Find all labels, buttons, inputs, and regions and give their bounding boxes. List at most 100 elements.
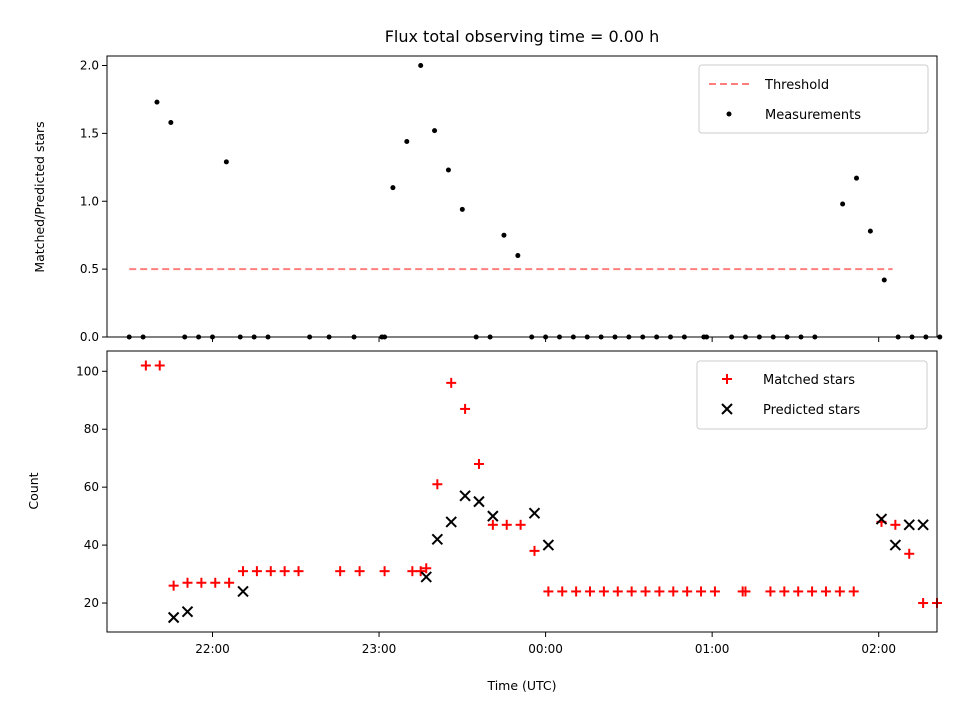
bottom-legend: Matched stars Predicted stars (696, 360, 928, 430)
measurement-point (390, 185, 396, 191)
bottom-y-tick-label: 100 (76, 364, 99, 378)
predicted-star-point (473, 495, 485, 508)
bottom-axes: 20 40 60 80 100 22:00 23:00 00:00 01:00 02:00 Cou… (26, 350, 942, 693)
measurement-point (501, 232, 507, 238)
measurement-point (168, 120, 174, 126)
legend-predicted-swatch (721, 403, 733, 415)
legend-measurements-swatch (726, 111, 732, 117)
bottom-y-axis-label: Count (26, 472, 41, 509)
matched-star-point (807, 586, 818, 597)
matched-star-point (210, 577, 221, 588)
matched-star-point (793, 586, 804, 597)
predicted-star-point (917, 519, 929, 531)
matched-star-point (196, 577, 207, 588)
matched-star-point (421, 563, 432, 574)
measurement-point (418, 63, 424, 68)
bottom-y-tick-label: 80 (84, 422, 99, 436)
measurement-point (881, 277, 887, 283)
matched-star-point (501, 519, 512, 530)
bottom-y-tick-label: 40 (84, 538, 99, 552)
predicted-star-point (431, 533, 444, 546)
matched-star-point (446, 377, 457, 388)
x-axis-label: Time (UTC) (486, 678, 556, 693)
legend-label: Matched stars (763, 373, 855, 388)
matched-star-point (890, 519, 901, 530)
matched-star-point (612, 586, 623, 597)
matched-star-point (154, 360, 165, 371)
measurement-point (432, 128, 438, 134)
measurement-point (867, 228, 873, 234)
bottom-y-tick-label: 20 (84, 596, 99, 610)
top-legend-box (698, 64, 929, 134)
matched-star-point (585, 586, 596, 597)
matched-star-point (696, 586, 707, 597)
measurement-point (445, 167, 451, 173)
measurement-point (937, 334, 943, 340)
x-tick-label: 01:00 (695, 642, 730, 656)
matched-star-point (543, 586, 554, 597)
matched-star-point (279, 566, 290, 577)
top-axes: 0.00.51.01.52.0 Matched/Predicted stars … (32, 55, 943, 344)
matched-star-point (432, 479, 443, 490)
predicted-star-point (181, 606, 194, 618)
x-tick-label: 23:00 (362, 642, 397, 656)
matched-star-point (460, 403, 471, 414)
matched-star-point (515, 519, 526, 530)
matched-star-point (335, 566, 346, 577)
top-y-tick-label: 0.0 (80, 330, 99, 344)
top-axes-frame (106, 55, 938, 338)
measurement-point (840, 201, 846, 207)
matched-star-point (598, 586, 609, 597)
top-legend: Threshold Measurements (698, 64, 929, 134)
chart-title: Flux total observing time = 0.00 h (385, 27, 660, 46)
matched-star-point (265, 566, 276, 577)
matched-star-point (848, 586, 859, 597)
matched-star-point (354, 566, 365, 577)
matched-star-point (293, 566, 304, 577)
x-tick-label: 22:00 (195, 642, 230, 656)
legend-label: Measurements (765, 108, 861, 123)
matched-star-point (682, 586, 693, 597)
top-y-tick-label: 1.5 (80, 126, 99, 140)
matched-star-point (140, 360, 151, 371)
top-y-tick-label: 2.0 (80, 59, 99, 73)
legend-label: Threshold (764, 78, 829, 93)
matched-star-point (740, 586, 751, 597)
matched-star-point (765, 586, 776, 597)
matched-star-point (918, 598, 929, 609)
predicted-star-point (487, 510, 499, 522)
matched-star-point (709, 586, 720, 597)
matched-star-point (834, 586, 845, 597)
matched-star-point (640, 586, 651, 597)
matched-star-point (182, 577, 193, 588)
measurement-point (154, 99, 160, 105)
measurement-point (404, 139, 410, 145)
predicted-star-point (889, 539, 902, 551)
matched-star-point (571, 586, 582, 597)
matched-star-point (415, 566, 426, 577)
top-y-tick-label: 0.5 (80, 262, 99, 276)
x-tick-label: 02:00 (861, 642, 896, 656)
predicted-star-point (420, 571, 432, 583)
matched-star-point (224, 577, 235, 588)
predicted-star-point (528, 507, 541, 519)
matched-star-point (654, 586, 665, 597)
bottom-legend-box (696, 360, 928, 430)
predicted-star-point (542, 539, 555, 551)
predicted-star-point (237, 585, 249, 598)
matched-star-point (557, 586, 568, 597)
legend-matched-swatch (722, 374, 732, 384)
matched-star-point (379, 566, 390, 577)
matched-star-point (473, 458, 484, 469)
matched-star-point (668, 586, 679, 597)
matched-star-point (238, 566, 249, 577)
predicted-star-point (459, 490, 471, 502)
matched-star-point (487, 519, 498, 530)
bottom-y-tick-label: 60 (84, 480, 99, 494)
predicted-star-point (167, 611, 180, 624)
matched-star-point (779, 586, 790, 597)
measurement-point (223, 159, 229, 165)
measurement-point (459, 206, 465, 212)
matched-star-point (251, 566, 262, 577)
